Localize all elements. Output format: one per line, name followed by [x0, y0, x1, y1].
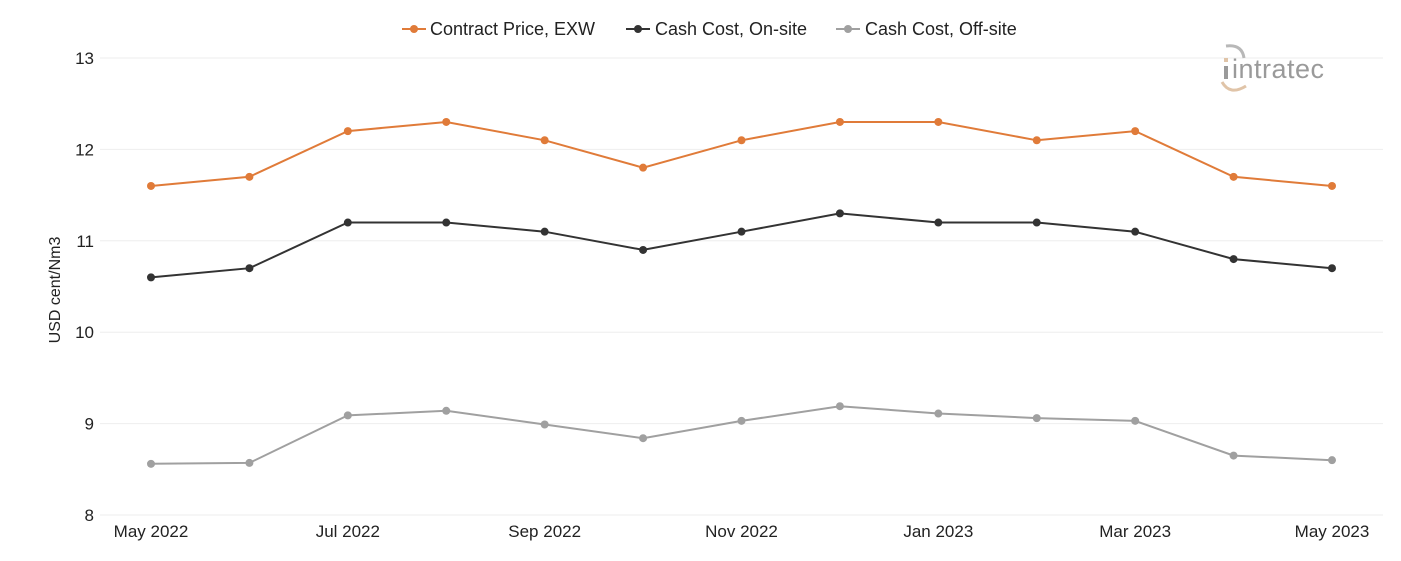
intratec-logo: intratec — [1220, 44, 1325, 92]
y-tick-label: 8 — [85, 506, 94, 525]
x-tick-label: May 2023 — [1295, 522, 1370, 541]
data-point — [737, 136, 746, 145]
data-point — [1131, 227, 1140, 236]
y-axis-title: USD cent/Nm3 — [47, 237, 64, 344]
legend-label: Contract Price, EXW — [430, 19, 595, 39]
series-2 — [147, 402, 1336, 468]
y-tick-label: 13 — [75, 49, 94, 68]
legend-marker — [410, 25, 418, 33]
series-0 — [147, 117, 1336, 190]
legend-label: Cash Cost, On-site — [655, 19, 807, 39]
data-point — [639, 163, 648, 172]
series-1 — [147, 209, 1336, 282]
legend: Contract Price, EXW Cash Cost, On-site Cas… — [402, 19, 1017, 39]
data-point — [639, 434, 648, 443]
x-tick-label: May 2022 — [114, 522, 189, 541]
legend-marker — [634, 25, 642, 33]
data-point — [442, 218, 451, 227]
series-line — [150, 120, 1333, 187]
y-tick-label: 11 — [76, 232, 94, 251]
data-point — [835, 402, 844, 411]
data-point — [540, 227, 549, 236]
data-point — [835, 209, 844, 218]
data-point — [1328, 264, 1336, 273]
data-point — [540, 136, 549, 145]
data-point — [245, 172, 254, 181]
data-point — [934, 218, 943, 227]
data-point — [1032, 136, 1041, 145]
data-point — [1032, 414, 1041, 423]
data-point — [343, 411, 352, 420]
data-point — [1328, 456, 1336, 465]
legend-item: Cash Cost, Off-site — [836, 19, 1017, 39]
data-point — [343, 127, 352, 136]
data-point — [245, 458, 254, 467]
legend-item: Contract Price, EXW — [402, 19, 595, 39]
x-tick-label: Sep 2022 — [508, 522, 581, 541]
gridlines — [100, 57, 1383, 516]
data-point — [737, 227, 746, 236]
legend-label: Cash Cost, Off-site — [865, 19, 1017, 39]
y-axis-ticks: 13 12 11 10 9 8 — [75, 49, 94, 525]
x-tick-label: Mar 2023 — [1099, 522, 1171, 541]
legend-item: Cash Cost, On-site — [626, 19, 807, 39]
data-point — [1328, 181, 1336, 190]
data-point — [1229, 451, 1238, 460]
data-point — [1229, 255, 1238, 264]
x-tick-label: Jan 2023 — [903, 522, 973, 541]
data-point — [343, 218, 352, 227]
y-tick-label: 10 — [75, 323, 94, 342]
data-point — [245, 264, 254, 273]
data-point — [147, 459, 155, 468]
x-tick-label: Nov 2022 — [705, 522, 778, 541]
series-line — [150, 212, 1333, 279]
data-point — [639, 245, 648, 254]
data-point — [147, 181, 155, 190]
series-lines — [147, 117, 1336, 468]
data-point — [737, 416, 746, 425]
x-tick-label: Jul 2022 — [316, 522, 380, 541]
x-axis-ticks: May 2022 Jul 2022 Sep 2022 Nov 2022 Jan 2023… — [114, 522, 1370, 541]
data-point — [1131, 416, 1140, 425]
data-point — [1131, 127, 1140, 136]
y-tick-label: 9 — [85, 415, 94, 434]
data-point — [1229, 172, 1238, 181]
y-tick-label: 12 — [75, 140, 94, 159]
data-point — [835, 117, 844, 126]
data-point — [147, 273, 155, 282]
logo-mark-icon — [1220, 44, 1247, 92]
data-point — [540, 420, 549, 429]
data-point — [1032, 218, 1041, 227]
data-point — [934, 409, 943, 418]
series-line — [150, 405, 1333, 465]
logo-text: intratec — [1232, 54, 1325, 84]
data-point — [442, 406, 451, 415]
data-point — [934, 117, 943, 126]
data-point — [442, 117, 451, 126]
legend-marker — [844, 25, 852, 33]
